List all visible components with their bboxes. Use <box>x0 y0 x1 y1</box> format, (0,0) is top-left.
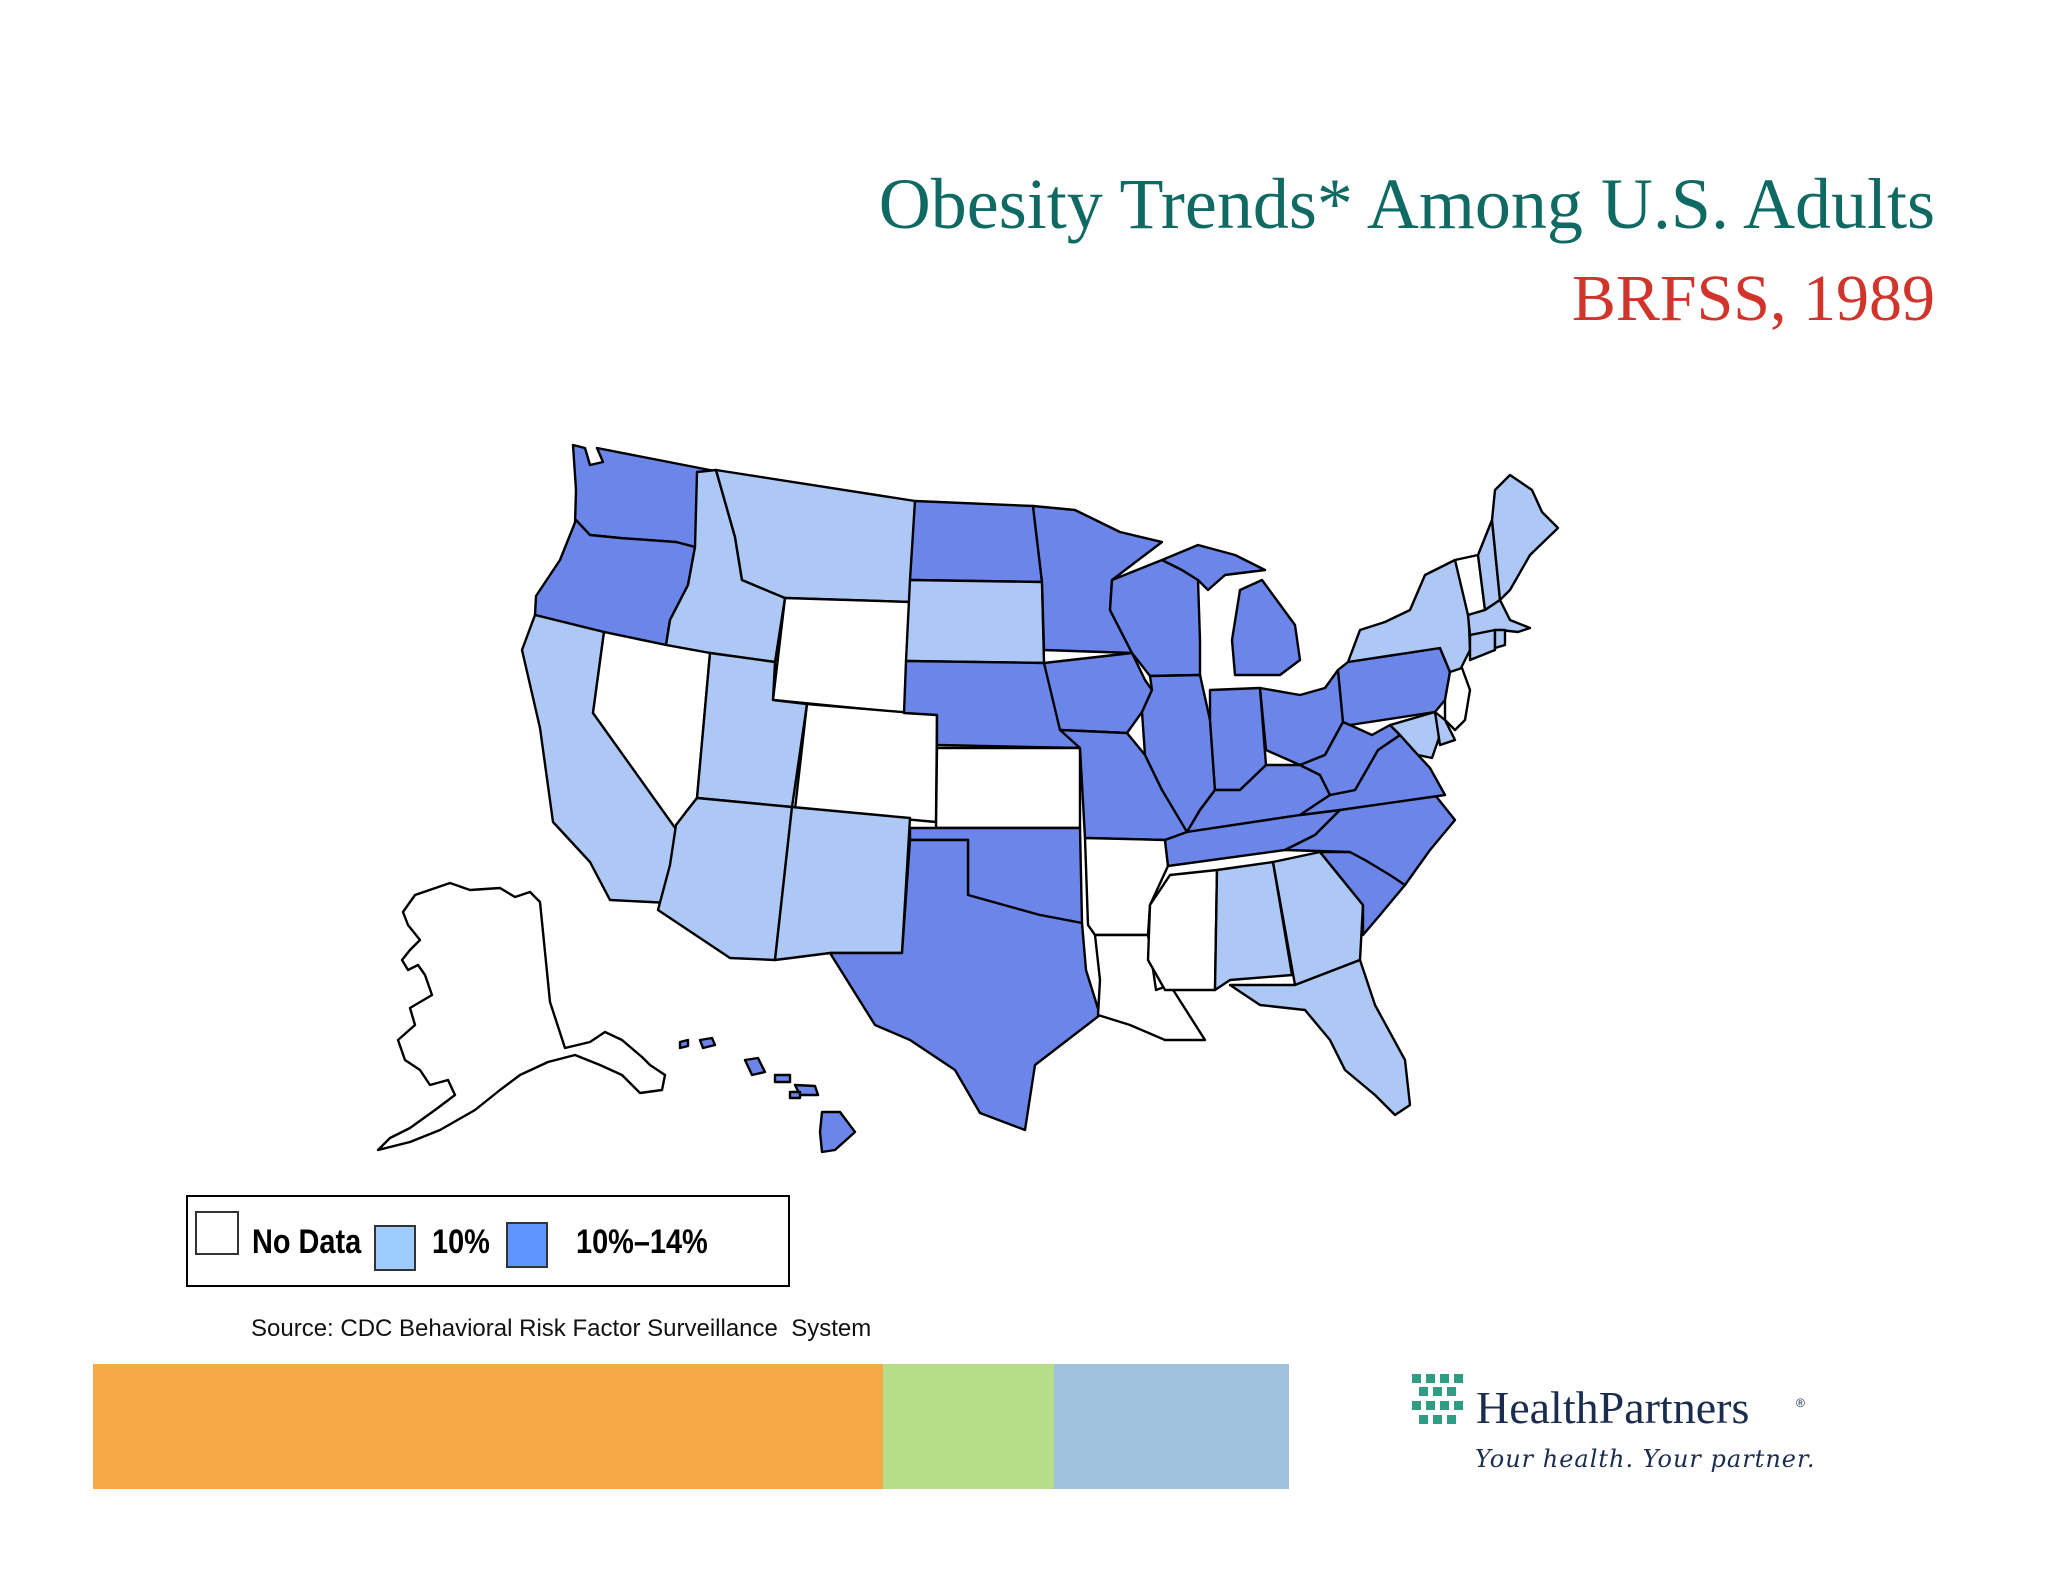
state-GA <box>1271 850 1365 987</box>
footer-bar-blue <box>1054 1364 1289 1489</box>
state-FL <box>1228 958 1412 1117</box>
footer-bar-green <box>883 1364 1054 1489</box>
logo-tagline: Your health. Your partner. <box>1475 1445 1816 1473</box>
logo-name: HealthPartners <box>1476 1382 1750 1433</box>
state-SD <box>904 578 1046 665</box>
state-WV <box>1298 720 1402 797</box>
legend-label-10-14: 10%–14% <box>576 1223 708 1261</box>
state-MI-UP <box>1160 543 1267 592</box>
state-KS <box>934 746 1082 830</box>
legend-label-10: 10% <box>432 1223 490 1261</box>
healthpartners-grid-icon <box>1412 1374 1463 1424</box>
logo-registered-mark: ® <box>1796 1396 1805 1410</box>
state-MT <box>714 468 917 604</box>
state-CT <box>1468 628 1497 662</box>
state-AL <box>1213 860 1294 992</box>
legend-swatch-10-14 <box>506 1222 548 1268</box>
state-DE <box>1433 710 1457 747</box>
state-CO <box>793 702 939 824</box>
state-IA <box>1042 651 1154 735</box>
state-WY <box>771 596 912 715</box>
state-TX <box>828 838 1102 1132</box>
state-MI <box>1230 578 1302 677</box>
legend-swatch-10 <box>374 1225 416 1271</box>
page-subtitle: BRFSS, 1989 <box>1571 262 1935 335</box>
source-note: Source: CDC Behavioral Risk Factor Surve… <box>251 1315 872 1342</box>
map-legend: No Data 10% 10%–14% <box>186 1195 790 1287</box>
page-title: Obesity Trends* Among U.S. Adults <box>878 164 1935 244</box>
state-NM <box>773 805 912 962</box>
state-NJ <box>1443 666 1472 732</box>
state-ND <box>908 499 1044 584</box>
state-HI <box>678 1036 857 1154</box>
legend-label-no-data: No Data <box>252 1223 362 1261</box>
state-AZ <box>656 796 794 962</box>
footer-bar-orange <box>93 1364 883 1489</box>
state-RI <box>1493 628 1507 650</box>
state-ME <box>1490 473 1560 602</box>
legend-swatch-no-data <box>195 1211 239 1255</box>
state-AK <box>376 881 667 1152</box>
state-NC <box>1283 793 1457 887</box>
